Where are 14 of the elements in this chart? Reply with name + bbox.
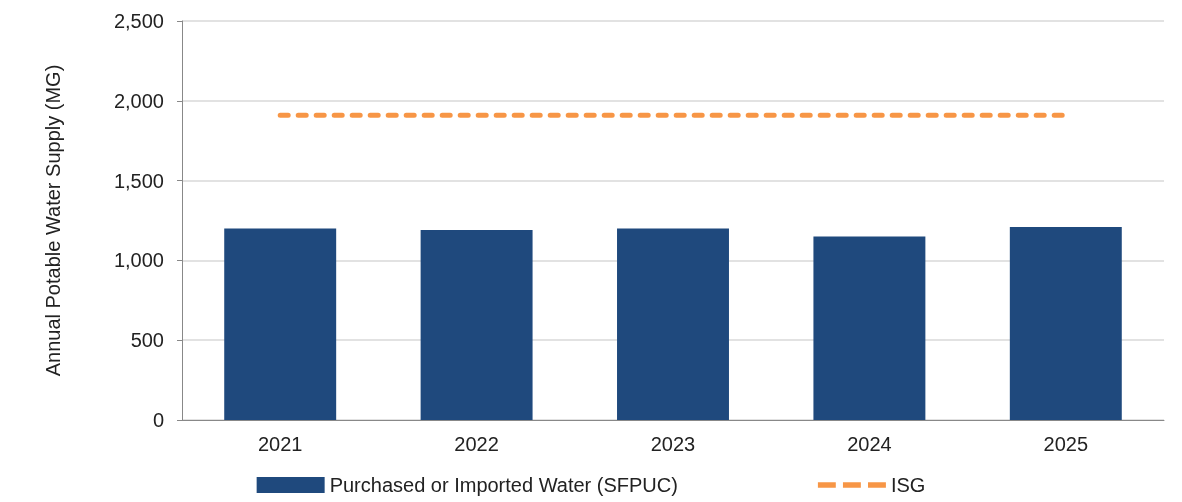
y-tick-label: 2,500 bbox=[113, 10, 164, 32]
legend-label: Purchased or Imported Water (SFPUC) bbox=[329, 474, 678, 496]
x-tick-label: 2022 bbox=[454, 433, 499, 455]
y-tick-label: 1,000 bbox=[113, 249, 164, 272]
legend-label: ISG bbox=[890, 474, 926, 496]
y-tick-label: 2,000 bbox=[113, 89, 164, 112]
x-tick-label: 2025 bbox=[1043, 433, 1089, 455]
y-tick-label: 500 bbox=[130, 329, 164, 352]
x-tick-label: 2021 bbox=[257, 433, 303, 455]
x-tick-label: 2023 bbox=[650, 433, 696, 455]
x-tick-label: 2024 bbox=[847, 433, 892, 455]
y-axis-title: Annual Potable Water Supply (MG) bbox=[42, 64, 64, 377]
y-tick-label: 0 bbox=[152, 409, 164, 431]
y-tick-label: 1,500 bbox=[113, 169, 164, 192]
